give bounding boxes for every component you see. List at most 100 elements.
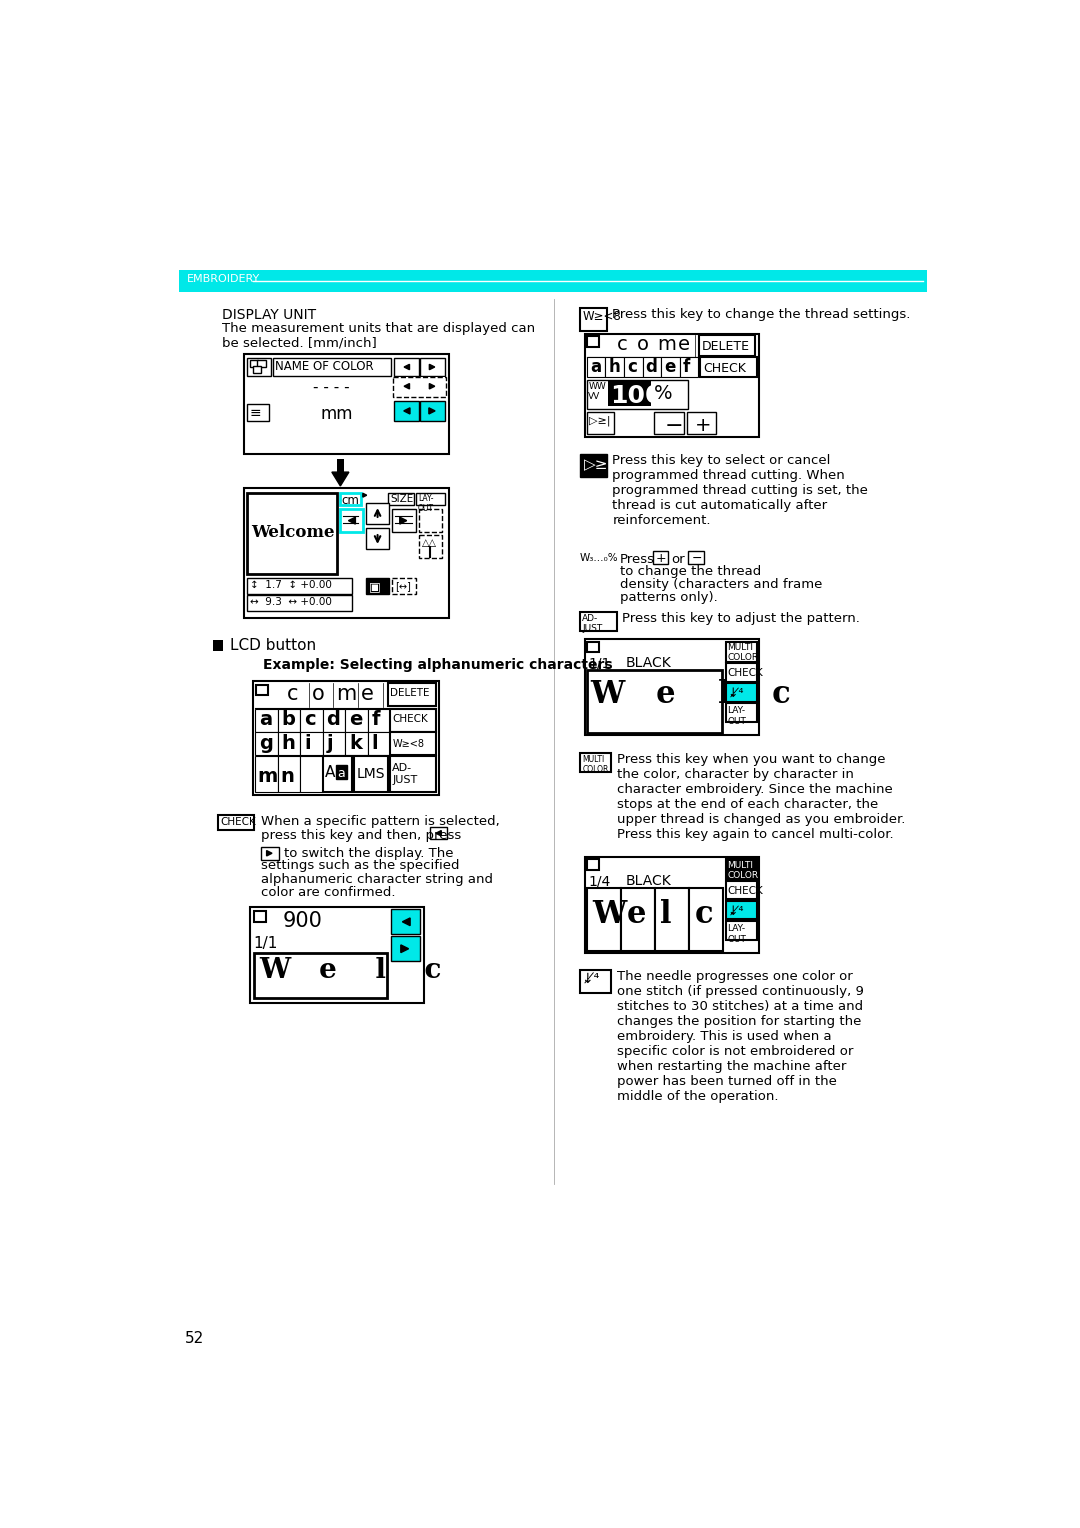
Bar xyxy=(390,709,436,732)
Text: DISPLAY UNIT: DISPLAY UNIT xyxy=(221,309,316,322)
Text: l: l xyxy=(661,900,672,931)
Bar xyxy=(580,970,611,993)
Text: %: % xyxy=(654,384,673,402)
Bar xyxy=(243,487,449,619)
Bar xyxy=(255,683,283,706)
Text: cm: cm xyxy=(341,495,359,507)
Bar xyxy=(254,953,387,998)
Text: W≥<8: W≥<8 xyxy=(582,310,621,324)
Text: or: or xyxy=(672,553,685,565)
Text: −: − xyxy=(664,416,683,435)
Bar xyxy=(253,365,261,373)
Bar xyxy=(420,377,445,396)
Bar xyxy=(247,579,352,594)
Bar xyxy=(654,413,684,434)
Text: 1/4: 1/4 xyxy=(589,874,610,888)
Text: Press this key when you want to change
the color, character by character in
char: Press this key when you want to change t… xyxy=(617,753,905,840)
Bar xyxy=(420,400,445,422)
Text: g: g xyxy=(259,733,273,753)
Text: h: h xyxy=(282,733,295,753)
Text: d: d xyxy=(646,358,658,376)
Text: patterns only).: patterns only). xyxy=(620,591,718,605)
Text: - - - -: - - - - xyxy=(313,380,350,394)
Bar xyxy=(345,709,367,732)
Text: e: e xyxy=(677,335,689,354)
Text: e: e xyxy=(362,685,374,704)
Bar xyxy=(586,642,599,652)
Bar xyxy=(586,358,606,377)
Polygon shape xyxy=(400,516,407,524)
Bar xyxy=(726,683,757,701)
Bar xyxy=(584,857,759,953)
Bar xyxy=(726,663,757,681)
Bar xyxy=(584,639,759,735)
Text: CHECK: CHECK xyxy=(703,362,746,374)
Bar xyxy=(300,732,323,755)
Bar xyxy=(580,454,607,477)
Bar xyxy=(243,354,449,454)
Text: ▷≥: ▷≥ xyxy=(583,457,608,472)
Bar xyxy=(255,709,278,732)
Text: k: k xyxy=(349,733,362,753)
Bar xyxy=(260,847,279,860)
Text: e: e xyxy=(664,358,676,376)
Bar xyxy=(257,361,266,367)
Bar xyxy=(656,888,689,950)
Text: o: o xyxy=(637,335,649,354)
Text: Welcome: Welcome xyxy=(252,524,335,541)
Bar xyxy=(661,358,679,377)
Text: W≥<8: W≥<8 xyxy=(392,738,424,749)
Text: +: + xyxy=(696,416,712,435)
Bar xyxy=(726,882,757,900)
Text: DELETE: DELETE xyxy=(702,339,750,353)
Bar xyxy=(688,552,704,564)
Bar xyxy=(608,382,651,406)
Text: m: m xyxy=(337,685,356,704)
Bar xyxy=(621,888,656,950)
Polygon shape xyxy=(404,408,410,414)
Bar xyxy=(393,376,446,397)
Bar xyxy=(687,413,716,434)
Text: b: b xyxy=(282,711,295,729)
Text: W: W xyxy=(592,900,626,931)
Bar xyxy=(700,358,757,377)
Text: 1/1: 1/1 xyxy=(589,656,611,671)
Bar xyxy=(699,335,755,356)
Text: c: c xyxy=(287,685,298,704)
Bar xyxy=(652,552,669,564)
Text: MULTI
COLOR: MULTI COLOR xyxy=(727,860,758,880)
Bar xyxy=(624,358,643,377)
Text: h: h xyxy=(608,358,620,376)
Bar xyxy=(366,527,389,549)
Text: 900: 900 xyxy=(282,911,322,931)
Text: EMBROIDERY: EMBROIDERY xyxy=(187,274,260,284)
Text: c: c xyxy=(627,358,637,376)
Text: CHECK: CHECK xyxy=(392,714,428,724)
Bar xyxy=(726,703,757,721)
Bar xyxy=(366,503,389,524)
Bar xyxy=(430,827,446,839)
Bar xyxy=(416,494,445,506)
Bar xyxy=(726,902,757,920)
Bar xyxy=(586,413,613,434)
Text: 1/1: 1/1 xyxy=(254,937,278,952)
Text: i: i xyxy=(303,733,311,753)
Text: color are confirmed.: color are confirmed. xyxy=(260,886,395,898)
Bar xyxy=(643,358,661,377)
Bar xyxy=(366,579,389,594)
Bar xyxy=(255,756,278,792)
Bar xyxy=(247,494,337,573)
Bar xyxy=(339,494,362,506)
Bar xyxy=(586,380,688,410)
Bar xyxy=(391,937,420,961)
Polygon shape xyxy=(267,851,272,856)
Text: The measurement units that are displayed can
be selected. [mm/inch]: The measurement units that are displayed… xyxy=(221,322,535,350)
Bar xyxy=(323,709,345,732)
Text: AD-
JUST: AD- JUST xyxy=(392,762,418,785)
Bar xyxy=(254,911,266,921)
Bar xyxy=(247,403,269,420)
Bar xyxy=(391,909,420,934)
Text: BLACK: BLACK xyxy=(625,874,672,888)
Bar xyxy=(247,596,352,611)
Bar xyxy=(420,358,445,376)
